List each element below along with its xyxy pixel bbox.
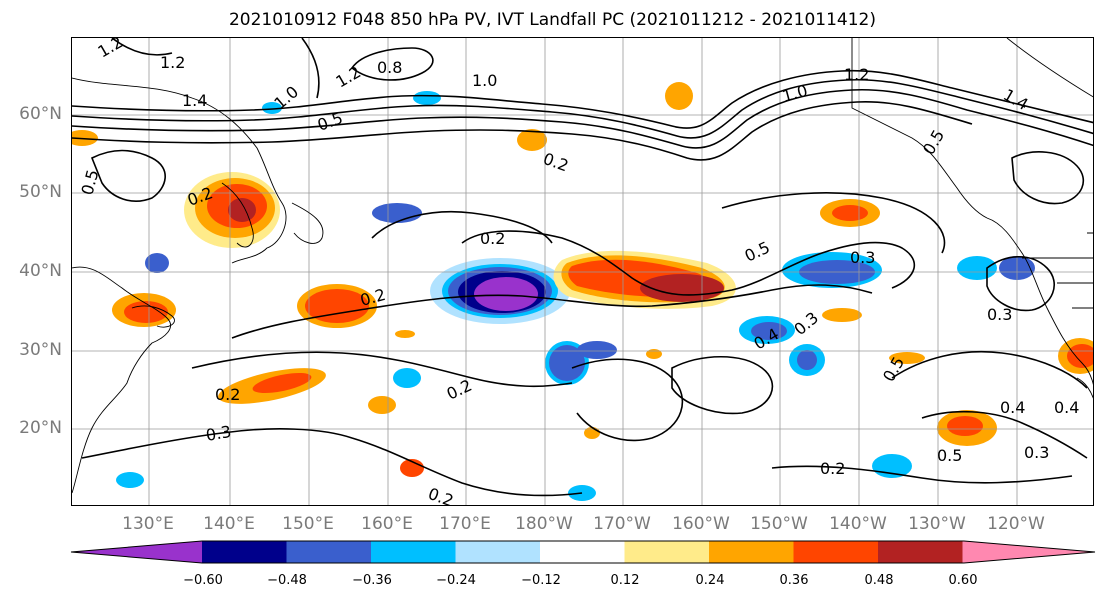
lon-label: 140°E (203, 514, 255, 534)
contour-label: 0.3 (850, 248, 875, 267)
colorbar-tick-label: 0.60 (948, 573, 978, 588)
contour-label: 0.2 (444, 376, 475, 404)
contour-label: 1.2 (95, 38, 127, 61)
contour-label: 0.5 (742, 238, 773, 266)
lon-label: 130°W (908, 514, 966, 534)
lon-label: 180°W (515, 514, 573, 534)
contour-label: 1.2 (844, 65, 869, 84)
colorbar-cell (455, 541, 541, 563)
colorbar-tick-label: −0.12 (521, 573, 561, 588)
colorbar-cell (793, 541, 879, 563)
colorbar-cell (878, 541, 963, 563)
lon-label: 130°E (122, 514, 174, 534)
contour-label: 0.2 (426, 484, 456, 506)
lon-label: 170°W (593, 514, 651, 534)
contour-label: 1.0 (472, 71, 497, 90)
lat-label-20n: 20°N (19, 418, 62, 438)
colorbar-tick-label: 0.24 (695, 573, 725, 588)
map-canvas: 1.2 1.4 1.2 0.8 1.0 1.2 1.0 0.5 0.2 0.5 … (72, 38, 1093, 506)
contour-label: 0.3 (204, 422, 232, 445)
lat-label-60n: 60°N (19, 104, 62, 124)
pv-contours (72, 38, 1093, 497)
colorbar (70, 540, 1096, 564)
colorbar-tick-label: 0.36 (779, 573, 809, 588)
colorbar-tick-label: −0.48 (267, 573, 307, 588)
pv-shading (72, 82, 1093, 501)
contour-label: 0.3 (987, 305, 1012, 324)
contour-label: 0.2 (480, 229, 505, 248)
lon-label: 120°W (987, 514, 1045, 534)
contour-label: 1.2 (333, 62, 365, 91)
colorbar-tick-label: 0.12 (610, 573, 640, 588)
contour-label: 0.5 (919, 126, 948, 158)
colorbar-extend-low (71, 541, 202, 563)
lon-label: 140°W (829, 514, 887, 534)
lon-label: 170°E (439, 514, 491, 534)
contour-label: 0.8 (377, 58, 402, 77)
coastlines (72, 38, 1093, 494)
map-title: 2021010912 F048 850 hPa PV, IVT Landfall… (228, 10, 876, 30)
colorbar-cell (286, 541, 372, 563)
colorbar-extend-high (962, 541, 1095, 563)
colorbar-tick-label: −0.60 (183, 573, 223, 588)
contour-label: 0.5 (937, 446, 962, 465)
colorbar-tick-label: −0.36 (352, 573, 392, 588)
colorbar-cell (371, 541, 456, 563)
lat-label-30n: 30°N (19, 340, 62, 360)
contour-label: 0.2 (820, 459, 845, 478)
colorbar-tick-label: 0.48 (864, 573, 894, 588)
contour-label: 1.4 (182, 91, 207, 110)
lon-label: 160°W (672, 514, 730, 534)
lon-label: 150°W (750, 514, 808, 534)
contour-label: 0.4 (1054, 398, 1079, 417)
contour-label: 0.4 (1000, 398, 1025, 417)
contour-label: 0.2 (215, 385, 240, 404)
graticule (72, 38, 1093, 505)
colorbar-cell (624, 541, 710, 563)
colorbar-tick-label: −0.24 (436, 573, 476, 588)
contour-label: 1.0 (780, 81, 810, 106)
lat-label-50n: 50°N (19, 182, 62, 202)
lon-label: 160°E (361, 514, 413, 534)
contour-label: 1.4 (1000, 85, 1032, 114)
colorbar-cell (709, 541, 794, 563)
map-panel: 1.2 1.4 1.2 0.8 1.0 1.2 1.0 0.5 0.2 0.5 … (71, 37, 1094, 506)
contour-label: 0.3 (790, 308, 822, 339)
lon-label: 150°E (282, 514, 334, 534)
colorbar-cell (540, 541, 625, 563)
colorbar-cell (202, 541, 287, 563)
contour-label: 1.2 (160, 53, 185, 72)
contour-label: 0.3 (1024, 443, 1049, 462)
lat-label-40n: 40°N (19, 261, 62, 281)
